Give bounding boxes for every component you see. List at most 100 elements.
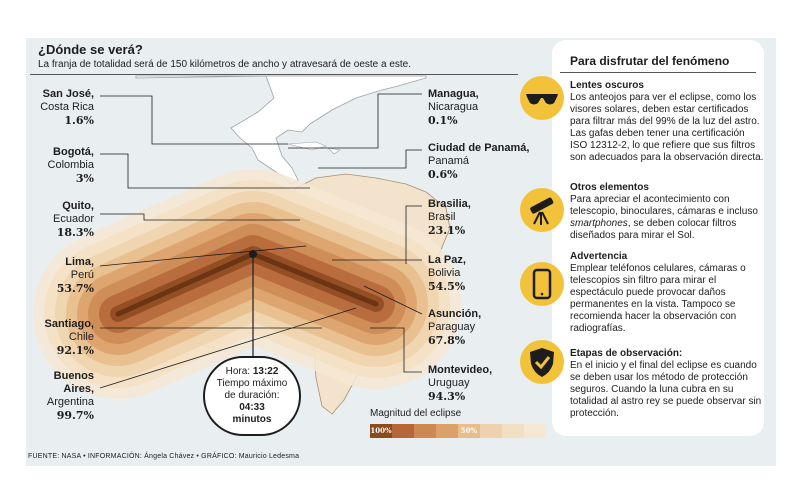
city-name: Buenos	[53, 370, 94, 382]
smartphone-icon	[520, 262, 564, 306]
panel-divider	[560, 72, 756, 73]
city-asuncion: Asunción, Paraguay 67.8%	[428, 308, 481, 347]
leader-managua	[288, 93, 422, 149]
legend-swatch: 50%	[458, 424, 480, 438]
city-percentage: 92.1%	[56, 344, 94, 357]
leader-san-jose	[100, 95, 288, 145]
city-country: Ecuador	[53, 213, 94, 225]
city-name: Ciudad de Panamá,	[428, 142, 530, 154]
city-percentage: 94.3%	[428, 390, 466, 403]
sunglasses-icon	[520, 76, 564, 120]
legend-swatch	[392, 424, 414, 438]
city-name: Brasilia,	[428, 198, 471, 210]
map-subtitle: La franja de totalidad será de 150 kilóm…	[38, 59, 412, 70]
north-america-land	[135, 75, 427, 185]
legend-swatch	[436, 424, 458, 438]
city-managua: Managua, Nicaragua 0.1%	[428, 88, 479, 127]
city-percentage: 53.7%	[56, 282, 94, 295]
city-name: Asunción,	[428, 308, 482, 320]
leader-bogota	[100, 153, 310, 189]
leader-buenos-aires	[99, 307, 357, 389]
eclipse-bands	[33, 169, 461, 399]
section-body-otros-a: Para apreciar el acontecimiento con tele…	[570, 194, 758, 217]
legend-swatch	[502, 424, 524, 438]
time-label: Hora:	[225, 366, 251, 377]
city-brasilia: Brasilia, Brasil 23.1%	[428, 198, 471, 237]
city-country: Uruguay	[428, 377, 470, 389]
section-body-otros: Para apreciar el acontecimiento con tele…	[570, 194, 764, 242]
section-body-advertencia: Emplear teléfonos celulares, cámaras o t…	[570, 263, 746, 334]
city-percentage: 99.7%	[56, 409, 94, 422]
magnitude-legend: 100% 50%	[370, 424, 546, 438]
legend-swatch: 100%	[370, 424, 392, 438]
city-percentage: 67.8%	[428, 334, 466, 347]
city-name: Montevideo,	[428, 364, 493, 376]
city-name: Lima,	[65, 256, 94, 268]
city-country: Panamá	[428, 155, 469, 167]
time-line: Hora: 13:22	[205, 366, 299, 378]
shield-check-icon	[520, 340, 564, 384]
city-country: Paraguay	[428, 321, 476, 333]
city-percentage: 0.6%	[428, 168, 458, 181]
city-country: Colombia	[47, 159, 94, 171]
leader-panama	[318, 149, 422, 169]
duration-label-2: de duración:	[224, 390, 280, 401]
city-quito: Quito, Ecuador 18.3%	[53, 200, 94, 239]
leader-asuncion	[363, 285, 423, 315]
section-head-lentes: Lentes oscuros	[570, 80, 644, 91]
map-title: ¿Dónde se verá?	[38, 42, 143, 57]
section-body-lentes: Los anteojos para ver el eclipse, como l…	[570, 92, 764, 163]
duration-unit: minutos	[232, 414, 272, 425]
city-name: La Paz,	[428, 254, 466, 266]
city-bogota: Bogotá, Colombia 3%	[48, 146, 94, 185]
city-country: Chile	[68, 331, 94, 343]
legend-swatch	[480, 424, 502, 438]
city-percentage: 3%	[75, 172, 94, 185]
city-leader-lines	[99, 93, 423, 389]
city-country: Nicaragua	[428, 101, 479, 113]
header-divider	[30, 74, 518, 75]
section-body-etapas: En el inicio y el final del eclipse es c…	[570, 360, 762, 419]
leader-brasilia	[405, 205, 422, 264]
city-country: Brasil	[428, 211, 456, 223]
city-san-jose: San José, Costa Rica 1.6%	[40, 88, 94, 127]
city-la-paz: La Paz, Bolivia 54.5%	[428, 254, 466, 293]
eclipse-map	[33, 75, 461, 415]
section-head-etapas: Etapas de observación:	[570, 348, 683, 359]
max-duration-callout: Hora: 13:22 Tiempo máximo de duración: 0…	[203, 356, 301, 436]
city-percentage: 18.3%	[56, 226, 94, 239]
city-percentage: 0.1%	[428, 114, 458, 127]
city-name: Quito,	[62, 200, 94, 212]
city-buenos-aires: Buenos Aires, Argentina 99.7%	[47, 370, 94, 422]
panel-title: Para disfrutar del fenómeno	[570, 54, 730, 68]
city-name: Bogotá,	[53, 146, 94, 158]
section-head-otros: Otros elementos	[570, 182, 649, 193]
city-santiago: Santiago, Chile 92.1%	[44, 318, 94, 357]
city-name-line2: Aires,	[63, 383, 94, 395]
tips-panel	[552, 40, 764, 436]
legend-swatch	[414, 424, 436, 438]
duration-label-1: Tiempo máximo	[216, 378, 288, 389]
legend-swatch	[524, 424, 546, 438]
city-panama: Ciudad de Panamá, Panamá 0.6%	[428, 142, 529, 181]
leader-lima	[99, 245, 307, 267]
city-montevideo: Montevideo, Uruguay 94.3%	[428, 364, 492, 403]
leader-quito	[100, 213, 300, 221]
leader-montevideo	[370, 327, 422, 373]
footer-credits: FUENTE: NASA • INFORMACIÓN: Ángela Cháve…	[28, 453, 300, 460]
city-country: Argentina	[46, 396, 94, 408]
city-name: San José,	[42, 88, 94, 100]
time-value: 13:22	[252, 366, 279, 377]
city-lima: Lima, Perú 53.7%	[57, 256, 94, 295]
city-country: Perú	[70, 269, 94, 281]
section-head-advertencia: Advertencia	[570, 251, 628, 262]
telescope-icon	[520, 188, 564, 232]
legend-title: Magnitud del eclipse	[370, 408, 462, 419]
city-country: Bolivia	[428, 267, 461, 279]
duration-value: 04:33	[239, 402, 265, 413]
city-name: Managua,	[428, 88, 479, 100]
city-percentage: 23.1%	[428, 224, 466, 237]
city-country: Costa Rica	[40, 101, 94, 113]
section-body-otros-em: smartphones	[570, 218, 628, 229]
city-name: Santiago,	[44, 318, 94, 330]
